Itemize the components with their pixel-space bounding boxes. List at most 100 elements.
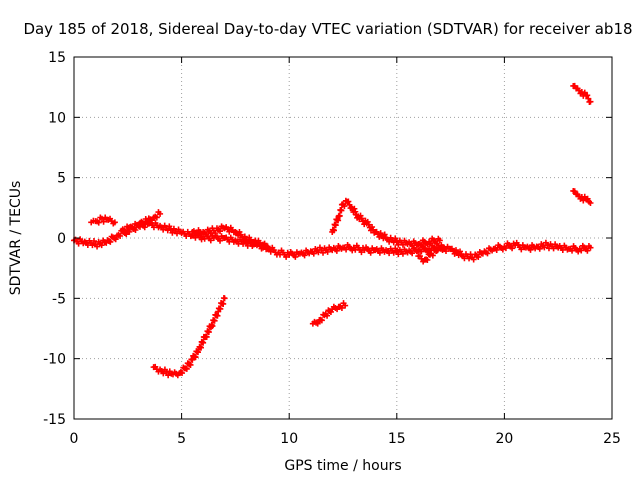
data-point — [587, 200, 594, 207]
grid — [74, 57, 612, 419]
data-point — [390, 249, 397, 256]
data-point — [367, 249, 374, 256]
data-point — [212, 230, 219, 237]
data-point — [324, 312, 331, 319]
data-point — [587, 244, 594, 251]
data-point — [424, 257, 431, 264]
data-point — [207, 237, 214, 244]
series-early-upper — [88, 214, 118, 227]
data-point — [569, 247, 576, 254]
series-lower-16-to-17 — [415, 244, 448, 265]
data-point — [100, 218, 107, 225]
data-point — [399, 250, 406, 257]
data-point — [341, 203, 348, 210]
x-axis-label: GPS time / hours — [284, 458, 401, 474]
data-point — [584, 92, 591, 99]
data-point — [466, 255, 473, 262]
y-tick-label: 10 — [48, 110, 66, 126]
data-point — [107, 238, 114, 245]
data-point — [220, 300, 227, 307]
data-point — [111, 219, 118, 226]
data-point — [130, 225, 137, 232]
data-point — [301, 252, 308, 259]
data-point — [324, 248, 331, 255]
data-point — [250, 241, 257, 248]
data-point — [200, 339, 207, 346]
data-point — [424, 241, 431, 248]
data-point — [98, 215, 105, 222]
data-point — [484, 250, 491, 257]
data-point — [90, 237, 97, 244]
data-point — [527, 246, 534, 253]
data-point — [153, 214, 160, 221]
data-point — [203, 231, 210, 238]
x-tick-label: 15 — [388, 431, 406, 447]
series-segment-11 — [309, 300, 349, 327]
data-point — [310, 250, 317, 257]
data-point — [117, 233, 124, 240]
data-point — [179, 370, 186, 377]
data-point — [427, 240, 434, 247]
data-point — [509, 245, 516, 252]
data-point — [141, 221, 148, 228]
data-point — [536, 245, 543, 252]
data-point — [338, 304, 345, 311]
data-point — [580, 197, 587, 204]
data-point — [320, 249, 327, 256]
x-tick-label: 10 — [280, 431, 298, 447]
data-point — [571, 188, 578, 195]
data-point — [544, 242, 551, 249]
data-point — [429, 252, 436, 259]
series-deep-arc — [150, 295, 228, 379]
data-point — [192, 354, 199, 361]
data-point — [292, 253, 299, 260]
data-point — [211, 317, 218, 324]
data-point — [351, 205, 358, 212]
y-tick-label: -5 — [52, 291, 66, 307]
data-point — [369, 223, 376, 230]
data-point — [195, 349, 202, 356]
data-point — [442, 248, 449, 255]
y-tick-label: 5 — [57, 171, 66, 187]
series-main-band — [71, 219, 594, 263]
data-point — [585, 95, 592, 102]
x-tick-label: 20 — [495, 431, 513, 447]
data-point — [346, 201, 353, 208]
data-point — [358, 249, 365, 256]
data-point — [475, 254, 482, 261]
data-point — [441, 244, 448, 251]
data-point — [518, 246, 525, 253]
y-tick-label: 15 — [48, 50, 66, 66]
data-point — [95, 219, 102, 226]
data-point — [502, 245, 509, 252]
data-point — [418, 248, 425, 255]
data-point — [89, 242, 96, 249]
data-point — [352, 208, 359, 215]
data-point — [541, 244, 548, 251]
data-point — [112, 236, 119, 243]
data-point — [221, 295, 228, 302]
data-point — [197, 344, 204, 351]
data-point — [336, 212, 343, 219]
data-point — [333, 247, 340, 254]
data-point — [189, 356, 196, 363]
data-point — [318, 317, 325, 324]
data-point — [584, 247, 591, 254]
data-point — [433, 240, 440, 247]
data-point — [203, 333, 210, 340]
series-high-23 — [570, 82, 594, 105]
data-points — [71, 82, 594, 379]
data-point — [409, 250, 416, 257]
series-mid-upper — [189, 223, 271, 251]
data-point — [418, 242, 425, 249]
data-point — [436, 237, 443, 244]
data-point — [94, 243, 101, 250]
data-point — [260, 244, 267, 251]
data-point — [584, 195, 591, 202]
data-point — [157, 210, 164, 217]
y-axis-label: SDTVAR / TECUs — [8, 181, 24, 296]
data-point — [376, 249, 383, 256]
data-point — [98, 242, 105, 249]
data-point — [264, 243, 271, 250]
